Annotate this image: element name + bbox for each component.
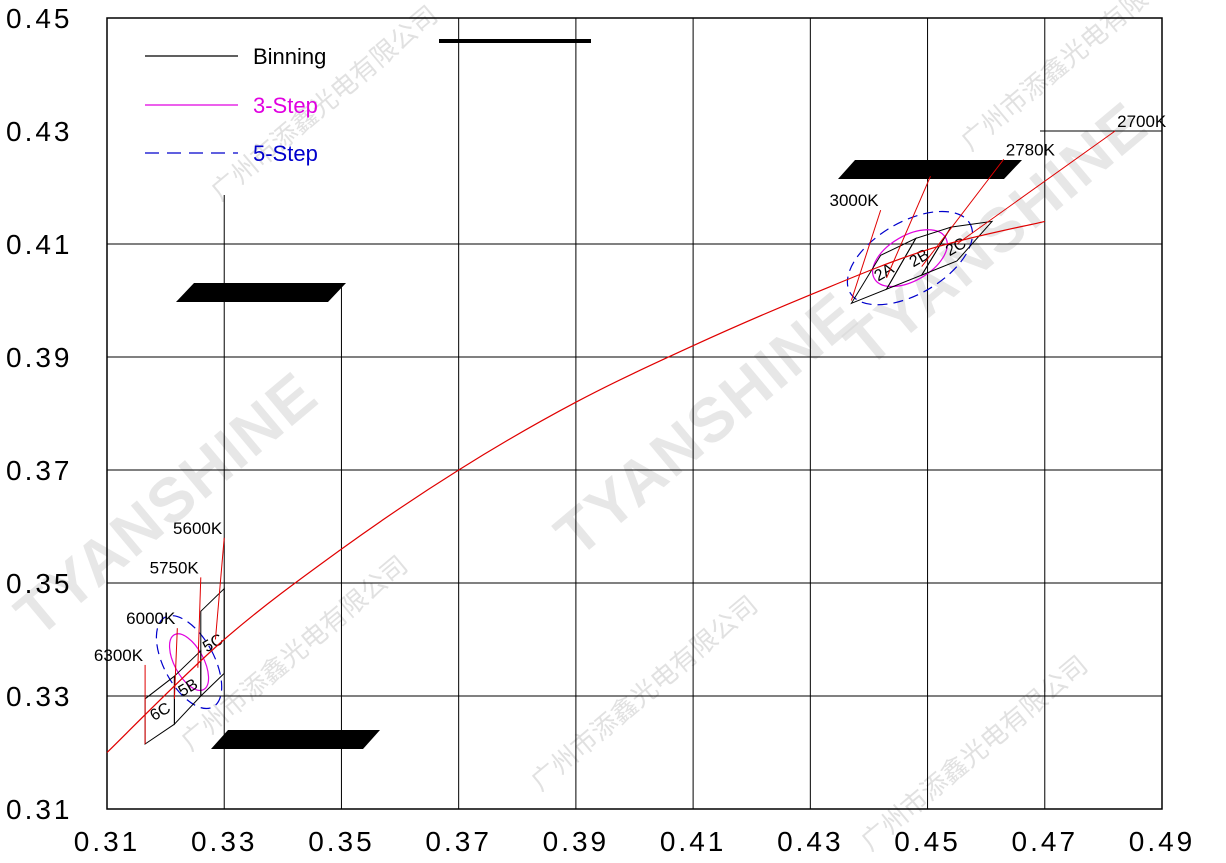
- x-tick-label: 0.47: [1012, 826, 1079, 857]
- y-tick-label: 0.37: [6, 455, 73, 486]
- y-axis-ticks: 0.45 0.43 0.41 0.39 0.37 0.35 0.33 0.31: [6, 3, 73, 825]
- y-tick-label: 0.31: [6, 794, 73, 825]
- x-tick-label: 0.41: [660, 826, 727, 857]
- x-axis-ticks: 0.31 0.33 0.35 0.37 0.39 0.41 0.43 0.45 0.47 0.49: [74, 826, 1196, 857]
- three-step-ellipse: [872, 229, 948, 288]
- x-tick-label: 0.33: [191, 826, 258, 857]
- cct-label: 6300K: [94, 646, 144, 665]
- legend: Binning 3-Step 5-Step: [145, 44, 326, 166]
- legend-label: 5-Step: [253, 141, 318, 166]
- legend-label: 3-Step: [253, 93, 318, 118]
- x-tick-label: 0.45: [894, 826, 961, 857]
- cct-line: [214, 537, 225, 640]
- redaction-bar: [211, 730, 380, 749]
- redaction-bar: [176, 283, 346, 302]
- y-tick-label: 0.35: [6, 568, 73, 599]
- y-tick-label: 0.43: [6, 116, 73, 147]
- cct-line: [886, 176, 931, 279]
- redaction-bars: [176, 39, 1022, 749]
- cct-label: 5750K: [150, 558, 200, 577]
- cct-label: 2900K: [879, 157, 929, 176]
- legend-label: Binning: [253, 44, 326, 69]
- y-tick-label: 0.33: [6, 681, 73, 712]
- cct-line: [956, 130, 1116, 245]
- y-tick-label: 0.45: [6, 3, 73, 34]
- x-tick-label: 0.39: [543, 826, 610, 857]
- bin-label: 5C: [200, 631, 226, 656]
- cct-line: [173, 628, 178, 699]
- x-tick-label: 0.35: [308, 826, 375, 857]
- redaction-bar: [838, 160, 1022, 179]
- x-tick-label: 0.31: [74, 826, 141, 857]
- bin-label: 5B: [176, 676, 201, 701]
- cct-line: [921, 158, 1005, 267]
- cct-label: 2780K: [1006, 140, 1056, 159]
- y-tick-label: 0.41: [6, 229, 73, 260]
- x-tick-label: 0.49: [1129, 826, 1196, 857]
- bin-quadrangle: [200, 587, 225, 698]
- cct-label: 5600K: [173, 519, 223, 538]
- cct-line: [850, 209, 882, 301]
- redaction-bar: [439, 39, 591, 43]
- watermark-brand: TYANSHINE: [543, 279, 871, 570]
- y-tick-label: 0.39: [6, 342, 73, 373]
- five-step-ellipse: [846, 210, 974, 306]
- bin-quadrangle: [920, 220, 994, 277]
- x-tick-label: 0.43: [777, 826, 844, 857]
- grid: [107, 18, 1162, 809]
- bin-label: 6C: [147, 700, 173, 725]
- planckian-locus: [106, 220, 1045, 753]
- plot-frame: [106, 17, 1163, 810]
- watermark-company: 广州市添鑫光电有限公司: [205, 0, 443, 207]
- watermark-company: 广州市添鑫光电有限公司: [525, 590, 763, 797]
- watermark-brand: TYANSHINE: [3, 359, 331, 650]
- cct-label: 2700K: [1117, 112, 1167, 131]
- x-tick-label: 0.37: [425, 826, 492, 857]
- cct-label: 6000K: [126, 609, 176, 628]
- cct-label: 3000K: [829, 191, 879, 210]
- cct-line: [197, 577, 202, 668]
